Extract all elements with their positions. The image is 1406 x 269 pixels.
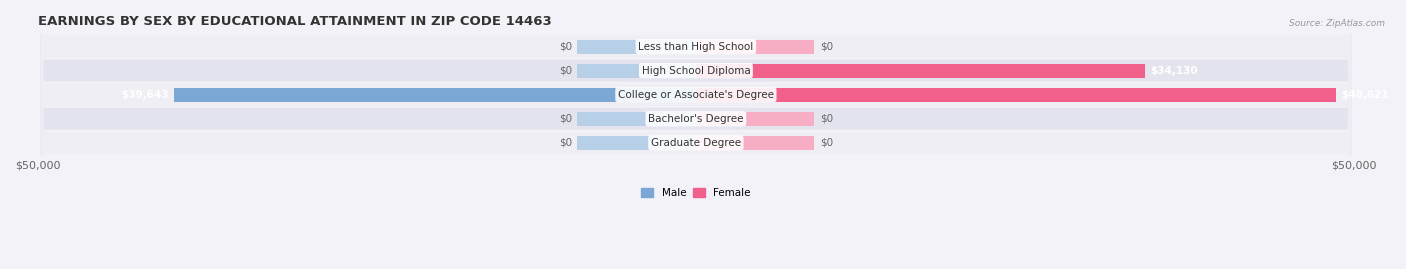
Bar xyxy=(696,136,814,150)
Text: $48,621: $48,621 xyxy=(1341,90,1389,100)
Bar xyxy=(696,112,814,126)
Text: $0: $0 xyxy=(560,66,572,76)
Bar xyxy=(578,112,696,126)
Bar xyxy=(578,64,696,78)
Text: $0: $0 xyxy=(820,114,832,124)
Text: Less than High School: Less than High School xyxy=(638,42,754,52)
Text: $0: $0 xyxy=(820,138,832,148)
Text: College or Associate's Degree: College or Associate's Degree xyxy=(617,90,773,100)
Text: Graduate Degree: Graduate Degree xyxy=(651,138,741,148)
Bar xyxy=(174,88,696,102)
Text: $0: $0 xyxy=(560,138,572,148)
Text: EARNINGS BY SEX BY EDUCATIONAL ATTAINMENT IN ZIP CODE 14463: EARNINGS BY SEX BY EDUCATIONAL ATTAINMEN… xyxy=(38,15,551,28)
FancyBboxPatch shape xyxy=(41,0,1351,269)
FancyBboxPatch shape xyxy=(41,0,1351,269)
Text: Source: ZipAtlas.com: Source: ZipAtlas.com xyxy=(1289,19,1385,28)
Bar xyxy=(696,88,1336,102)
Text: $39,643: $39,643 xyxy=(121,90,169,100)
Bar xyxy=(578,40,696,54)
FancyBboxPatch shape xyxy=(41,0,1351,269)
Text: $0: $0 xyxy=(820,42,832,52)
Bar xyxy=(696,64,1144,78)
Text: $0: $0 xyxy=(560,42,572,52)
Bar xyxy=(578,136,696,150)
Text: $0: $0 xyxy=(560,114,572,124)
Bar xyxy=(696,40,814,54)
Text: Bachelor's Degree: Bachelor's Degree xyxy=(648,114,744,124)
FancyBboxPatch shape xyxy=(41,0,1351,269)
Legend: Male, Female: Male, Female xyxy=(637,184,755,202)
Text: High School Diploma: High School Diploma xyxy=(641,66,751,76)
FancyBboxPatch shape xyxy=(41,0,1351,269)
Text: $34,130: $34,130 xyxy=(1150,66,1198,76)
